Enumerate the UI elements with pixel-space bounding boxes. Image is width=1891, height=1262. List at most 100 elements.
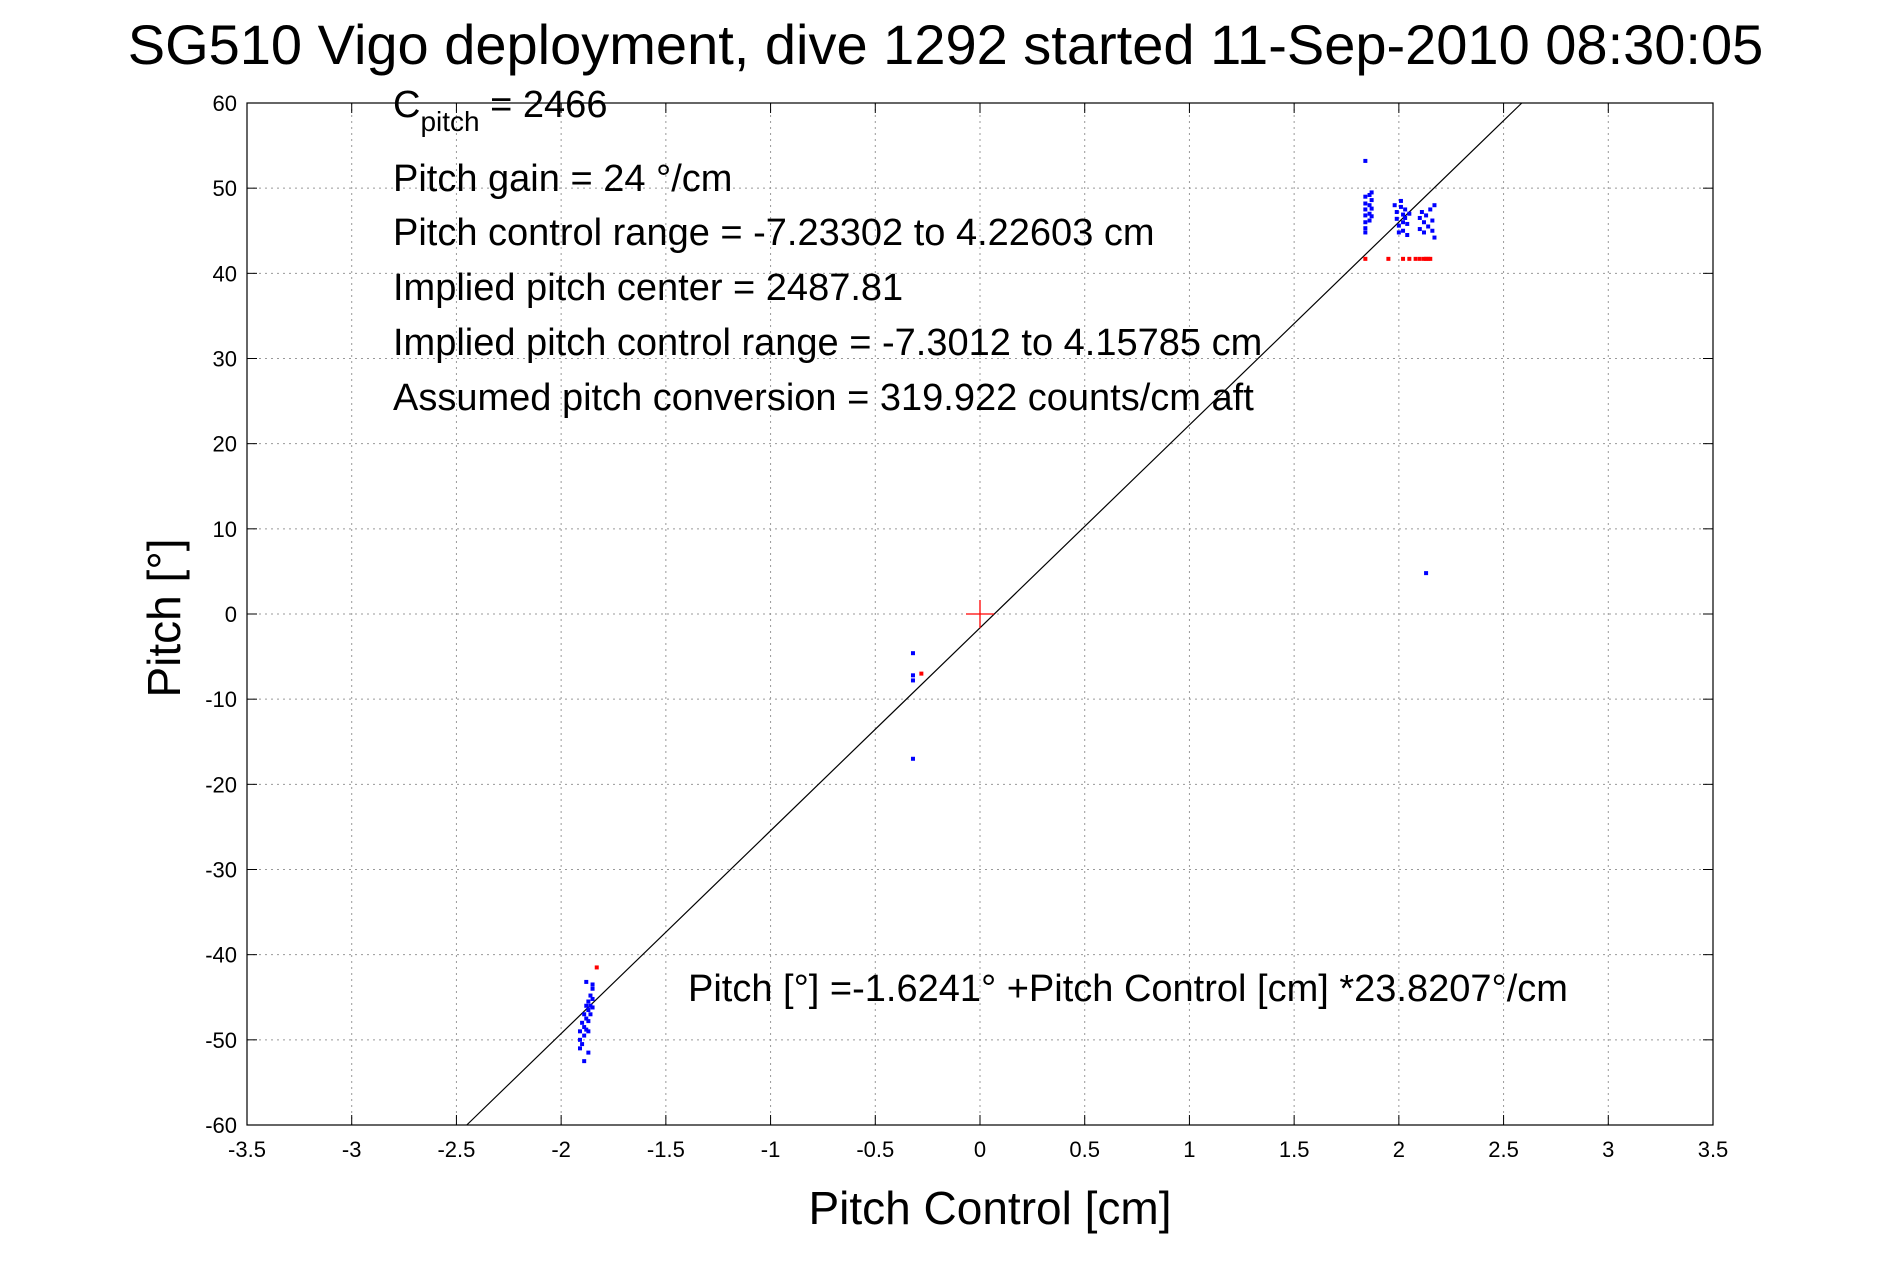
blue-data-point (1392, 203, 1397, 208)
blue-data-point (1363, 201, 1368, 206)
blue-data-point (1369, 206, 1374, 211)
blue-data-point (1396, 230, 1401, 235)
blue-data-point (1363, 226, 1368, 231)
blue-data-point (588, 1012, 593, 1017)
blue-data-point (1394, 210, 1399, 215)
red-data-point (1421, 256, 1426, 261)
blue-data-point (1363, 230, 1368, 235)
blue-data-point (1430, 218, 1435, 223)
blue-data-point (588, 1003, 593, 1008)
y-tick-label: 50 (213, 176, 237, 201)
blue-data-point (1367, 192, 1372, 197)
blue-data-point (588, 993, 593, 998)
blue-data-point (1398, 198, 1403, 203)
y-tick-label: 0 (225, 602, 237, 627)
y-tick-label: 20 (213, 432, 237, 457)
pitch-gain-annotation: Pitch gain = 24 °/cm (393, 158, 732, 200)
c-pitch-annotation: Cpitch = 2466 (393, 84, 607, 137)
red-data-point (1401, 256, 1406, 261)
blue-data-point (586, 1029, 591, 1034)
blue-data-point (582, 1033, 587, 1038)
blue-data-point (1417, 227, 1422, 232)
blue-data-point (1403, 215, 1408, 220)
x-tick-label: 1.5 (1279, 1137, 1310, 1162)
blue-data-point (1363, 158, 1368, 163)
center-marker (966, 600, 994, 628)
blue-data-point (1405, 233, 1410, 238)
x-tick-label: 3.5 (1698, 1137, 1729, 1162)
blue-data-point (590, 996, 595, 1001)
blue-data-point (1428, 207, 1433, 212)
blue-data-point (1426, 224, 1431, 229)
blue-data-point (1363, 207, 1368, 212)
blue-data-point (582, 1025, 587, 1030)
blue-data-point (1363, 194, 1368, 199)
red-data-point (1417, 256, 1422, 261)
blue-data-point (586, 1008, 591, 1013)
c-pitch-value: = 2466 (480, 84, 608, 126)
red-data-point (594, 965, 599, 970)
y-tick-label: -10 (205, 687, 237, 712)
blue-data-point (590, 1005, 595, 1010)
blue-data-point (1401, 212, 1406, 217)
red-data-point (919, 671, 924, 676)
blue-data-point (582, 1059, 587, 1064)
y-tick-label: 40 (213, 261, 237, 286)
blue-data-point (577, 1046, 582, 1051)
blue-data-point (1432, 203, 1437, 208)
implied-pitch-control-range-annotation: Implied pitch control range = -7.3012 to… (393, 322, 1262, 364)
blue-data-point (580, 1042, 585, 1047)
blue-data-point (586, 1050, 591, 1055)
blue-data-point (582, 1012, 587, 1017)
blue-data-point (1417, 215, 1422, 220)
x-tick-label: 3 (1602, 1137, 1614, 1162)
x-tick-label: -3 (342, 1137, 362, 1162)
blue-data-point (1403, 207, 1408, 212)
blue-data-point (590, 982, 595, 987)
blue-data-point (1421, 220, 1426, 225)
x-tick-label: -3.5 (228, 1137, 266, 1162)
x-tick-label: 1 (1183, 1137, 1195, 1162)
blue-data-point (584, 1003, 589, 1008)
x-tick-label: -1 (761, 1137, 781, 1162)
c-pitch-main: C (393, 84, 420, 126)
y-tick-label: 60 (213, 91, 237, 116)
red-data-point (1407, 256, 1412, 261)
blue-data-point (1369, 214, 1374, 219)
blue-data-point (910, 756, 915, 761)
red-data-point (1363, 256, 1368, 261)
blue-data-point (1419, 210, 1424, 215)
blue-data-point (1401, 228, 1406, 233)
blue-data-point (1369, 190, 1374, 195)
blue-data-point (1424, 571, 1429, 576)
blue-data-point (1424, 213, 1429, 218)
x-tick-label: -0.5 (856, 1137, 894, 1162)
blue-data-point (584, 979, 589, 984)
red-data-point (1428, 256, 1433, 261)
blue-data-point (586, 1019, 591, 1024)
red-data-point (1413, 256, 1418, 261)
x-axis-label: Pitch Control [cm] (809, 1182, 1172, 1234)
blue-data-point (1407, 211, 1412, 216)
blue-data-point (1363, 213, 1368, 218)
blue-data-point (590, 986, 595, 991)
blue-data-point (910, 673, 915, 678)
blue-data-point (1396, 223, 1401, 228)
x-tick-label: 0 (974, 1137, 986, 1162)
blue-data-point (910, 678, 915, 683)
blue-data-point (1367, 218, 1372, 223)
x-tick-label: 0.5 (1069, 1137, 1100, 1162)
blue-data-point (1367, 203, 1372, 208)
x-tick-label: -1.5 (647, 1137, 685, 1162)
implied-pitch-center-annotation: Implied pitch center = 2487.81 (393, 267, 903, 309)
blue-data-point (584, 1027, 589, 1032)
c-pitch-subscript: pitch (420, 106, 479, 137)
blue-data-point (1401, 220, 1406, 225)
axis-ticks: -3.5 -3 -2.5 -2 -1.5 -1 -0.5 0 0.5 1 1.5 2 2.5 3 3.5 60… (205, 91, 1728, 1162)
blue-data-point (1432, 235, 1437, 240)
data-points (577, 158, 1437, 1064)
blue-data-point (1394, 216, 1399, 221)
pitch-control-range-annotation: Pitch control range = -7.23302 to 4.2260… (393, 212, 1155, 254)
blue-data-point (1430, 228, 1435, 233)
